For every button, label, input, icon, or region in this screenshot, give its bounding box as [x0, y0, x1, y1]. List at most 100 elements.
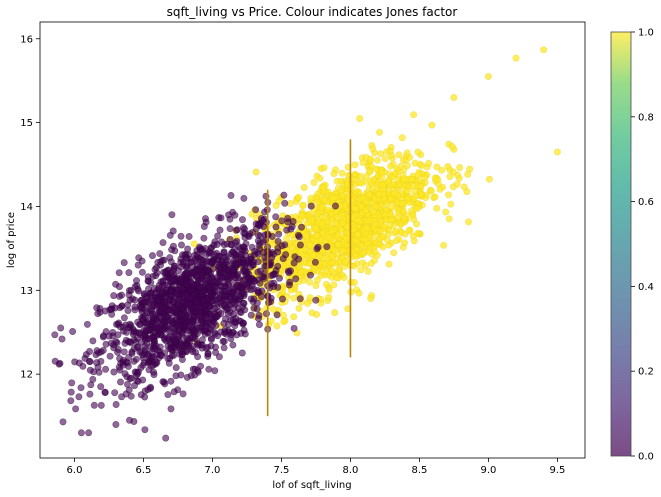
point-jones-1 — [325, 286, 333, 294]
point-jones-1 — [332, 274, 340, 282]
point-jones-0 — [137, 391, 145, 399]
point-jones-0 — [240, 194, 248, 202]
point-jones-0 — [144, 277, 152, 285]
point-jones-0 — [185, 322, 193, 330]
point-jones-0 — [154, 296, 162, 304]
point-jones-1 — [279, 288, 287, 296]
point-jones-0 — [220, 337, 228, 345]
point-jones-1 — [383, 236, 391, 244]
point-jones-1 — [358, 203, 366, 211]
point-jones-0 — [81, 354, 89, 362]
point-jones-0 — [161, 269, 169, 277]
point-jones-0 — [77, 429, 85, 437]
point-jones-0 — [286, 267, 294, 275]
point-jones-1 — [299, 202, 307, 210]
point-jones-1 — [390, 249, 398, 257]
x-tick-label: 9.5 — [549, 465, 565, 476]
point-jones-0 — [296, 295, 304, 303]
point-jones-1 — [425, 159, 433, 167]
point-jones-0 — [168, 211, 176, 219]
point-jones-0 — [115, 283, 123, 291]
point-jones-1 — [416, 160, 424, 168]
point-jones-0 — [151, 344, 159, 352]
point-jones-1 — [306, 294, 314, 302]
point-jones-1 — [357, 266, 365, 274]
point-jones-0 — [239, 216, 247, 224]
point-jones-0 — [160, 256, 168, 264]
point-jones-1 — [307, 194, 315, 202]
point-jones-0 — [240, 224, 248, 232]
point-jones-0 — [222, 288, 230, 296]
point-jones-0 — [172, 364, 180, 372]
point-jones-0 — [204, 350, 212, 358]
point-jones-1 — [386, 147, 394, 155]
point-jones-0 — [202, 314, 210, 322]
point-jones-0 — [119, 361, 127, 369]
point-jones-0 — [193, 298, 201, 306]
point-jones-0 — [331, 202, 339, 210]
point-jones-1 — [362, 224, 370, 232]
point-jones-0 — [149, 252, 157, 260]
point-jones-0 — [284, 218, 292, 226]
point-jones-0 — [237, 329, 245, 337]
point-jones-1 — [456, 164, 464, 172]
point-jones-0 — [99, 346, 107, 354]
point-jones-0 — [166, 345, 174, 353]
point-jones-0 — [229, 257, 237, 265]
point-jones-1 — [343, 234, 351, 242]
point-jones-0 — [170, 388, 178, 396]
point-jones-0 — [162, 434, 170, 442]
point-jones-1 — [318, 204, 326, 212]
point-jones-1 — [329, 194, 337, 202]
point-jones-0 — [141, 426, 149, 434]
point-jones-0 — [116, 323, 124, 331]
x-tick-label: 7.5 — [274, 465, 290, 476]
point-jones-0 — [185, 233, 193, 241]
point-jones-1 — [320, 260, 328, 268]
point-jones-1 — [297, 268, 305, 276]
point-jones-0 — [130, 417, 138, 425]
point-jones-0 — [158, 352, 166, 360]
colorbar: 0.0 0.2 0.4 0.6 0.8 1.0 — [610, 28, 654, 463]
point-jones-0 — [96, 308, 104, 316]
point-jones-1 — [358, 179, 366, 187]
point-jones-1 — [431, 193, 439, 201]
point-jones-1 — [359, 159, 367, 167]
point-jones-0 — [171, 338, 179, 346]
point-jones-1 — [403, 188, 411, 196]
point-jones-1 — [408, 176, 416, 184]
point-jones-0 — [257, 293, 265, 301]
point-jones-0 — [213, 241, 221, 249]
point-jones-0 — [150, 371, 158, 379]
point-jones-1 — [400, 175, 408, 183]
point-jones-1 — [312, 224, 320, 232]
point-jones-0 — [223, 296, 231, 304]
point-jones-1 — [400, 214, 408, 222]
colorbar-tick-label: 0.0 — [638, 452, 654, 463]
point-jones-0 — [167, 286, 175, 294]
point-jones-0 — [274, 237, 282, 245]
point-jones-0 — [138, 268, 146, 276]
point-jones-0 — [275, 274, 283, 282]
point-jones-1 — [337, 186, 345, 194]
point-jones-0 — [295, 233, 303, 241]
point-jones-0 — [135, 254, 143, 262]
point-jones-1 — [333, 177, 341, 185]
point-jones-0 — [111, 389, 119, 397]
point-jones-0 — [258, 273, 266, 281]
point-jones-1 — [313, 198, 321, 206]
point-jones-1 — [352, 252, 360, 260]
point-jones-0 — [201, 330, 209, 338]
point-jones-0 — [152, 358, 160, 366]
point-jones-1 — [391, 169, 399, 177]
points-layer — [51, 46, 561, 442]
point-jones-0 — [97, 383, 105, 391]
point-jones-0 — [115, 269, 123, 277]
point-jones-0 — [155, 324, 163, 332]
point-jones-1 — [413, 205, 421, 213]
point-jones-0 — [323, 243, 331, 251]
point-jones-1 — [370, 256, 378, 264]
x-tick-label: 8.5 — [411, 465, 427, 476]
point-jones-1 — [343, 180, 351, 188]
point-jones-1 — [338, 169, 346, 177]
